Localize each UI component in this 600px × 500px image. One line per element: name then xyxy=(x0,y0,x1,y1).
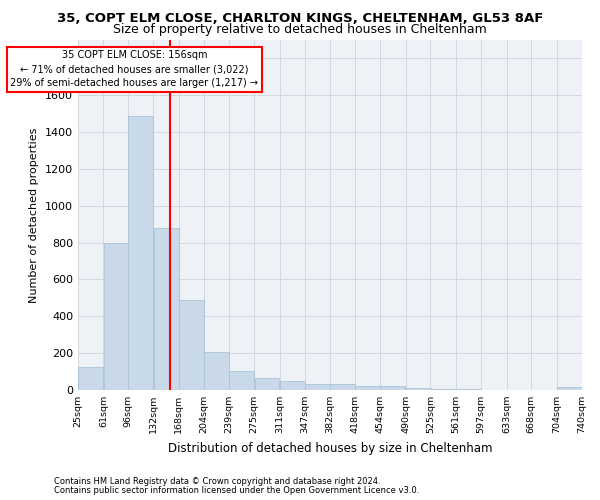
Bar xyxy=(205,352,229,390)
Text: Size of property relative to detached houses in Cheltenham: Size of property relative to detached ho… xyxy=(113,24,487,36)
Bar xyxy=(355,386,380,390)
X-axis label: Distribution of detached houses by size in Cheltenham: Distribution of detached houses by size … xyxy=(168,442,492,454)
Bar xyxy=(229,370,254,390)
Text: Contains HM Land Registry data © Crown copyright and database right 2024.: Contains HM Land Registry data © Crown c… xyxy=(54,477,380,486)
Text: 35, COPT ELM CLOSE, CHARLTON KINGS, CHELTENHAM, GL53 8AF: 35, COPT ELM CLOSE, CHARLTON KINGS, CHEL… xyxy=(57,12,543,26)
Bar xyxy=(557,386,582,390)
Bar xyxy=(104,242,128,390)
Y-axis label: Number of detached properties: Number of detached properties xyxy=(29,128,40,302)
Bar xyxy=(179,300,204,390)
Bar xyxy=(431,389,455,390)
Bar xyxy=(78,367,103,390)
Text: 35 COPT ELM CLOSE: 156sqm
← 71% of detached houses are smaller (3,022)
29% of se: 35 COPT ELM CLOSE: 156sqm ← 71% of detac… xyxy=(10,50,259,88)
Bar xyxy=(406,388,431,390)
Bar xyxy=(330,384,355,390)
Bar xyxy=(128,116,153,390)
Bar xyxy=(254,378,280,390)
Bar xyxy=(154,228,179,390)
Text: Contains public sector information licensed under the Open Government Licence v3: Contains public sector information licen… xyxy=(54,486,419,495)
Bar xyxy=(380,386,406,390)
Bar xyxy=(305,384,330,390)
Bar xyxy=(280,381,305,390)
